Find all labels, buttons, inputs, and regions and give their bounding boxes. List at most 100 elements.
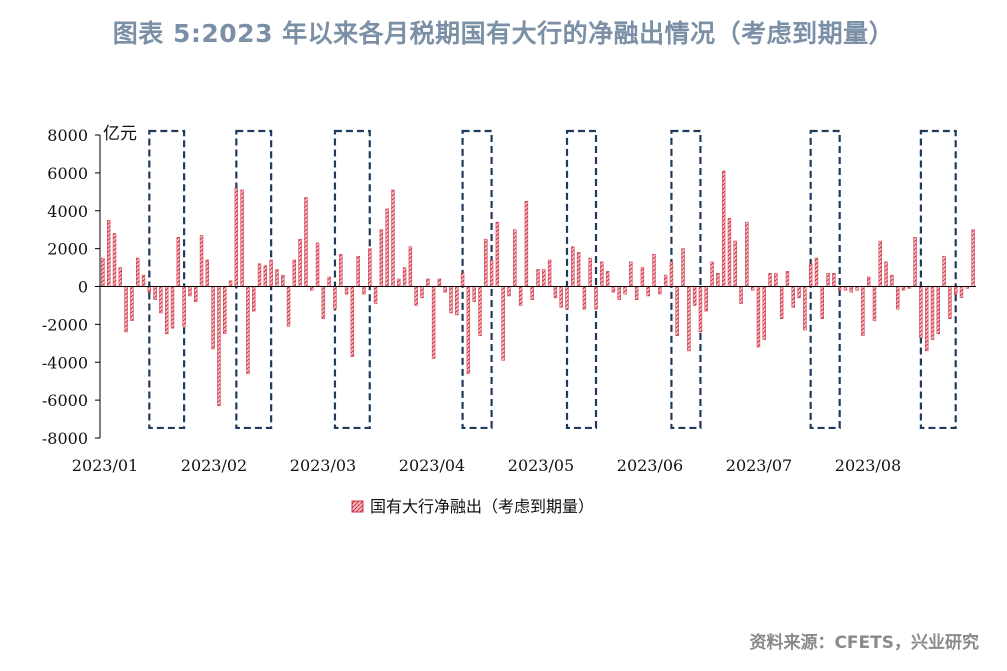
bar [292,259,297,287]
bar [153,286,157,301]
bar [571,246,575,287]
y-tick-label: 4000 [47,202,88,221]
tax-period-box [919,129,957,430]
bar [559,286,563,308]
bar [339,254,343,287]
bar [414,286,418,306]
bar [832,272,836,287]
bar [669,261,674,287]
x-tick-label: 2023/05 [508,456,574,475]
bar [263,265,268,287]
bar [663,274,668,287]
x-tick-label: 2023/06 [617,456,683,475]
bar [588,257,592,287]
bar [130,286,134,321]
bar [866,276,871,287]
bar [460,272,465,287]
bar [884,261,888,287]
bar [246,286,250,374]
y-tick-label: -6000 [42,391,88,410]
bar [223,286,227,335]
tax-period-box [148,129,186,430]
x-tick-label: 2023/08 [835,456,901,475]
bar [315,242,320,287]
bar [217,286,221,407]
bar [895,286,900,310]
tax-period-box [235,129,273,430]
legend-swatch [351,500,364,513]
bar-series [101,170,975,407]
bar [356,255,360,287]
bar [182,286,186,327]
x-tick-label: 2023/01 [72,456,138,475]
bar [797,286,801,299]
bar [530,286,534,301]
y-axis: 8000 6000 4000 2000 0 -2000 -4000 -6000 -8000 [42,126,101,448]
bar [252,286,256,312]
bar [808,263,813,287]
bar [820,286,824,319]
bar [385,208,389,287]
bar [849,286,853,293]
bar [953,286,958,295]
bar [437,278,442,287]
bar [257,263,262,287]
bar [141,274,146,287]
tax-period-box [565,129,598,430]
bar [930,286,935,340]
x-tick-label: 2023/07 [726,456,792,475]
y-tick-label: -4000 [42,353,88,372]
bar [634,286,639,301]
bar [449,286,453,314]
y-tick-label: 6000 [47,164,88,183]
bar [286,286,291,327]
bar [420,286,424,299]
legend: 国有大行净融出（考虑到期量） [351,497,594,516]
y-tick-label: -8000 [42,429,88,448]
bar [605,271,610,287]
bar [199,235,204,287]
bar [936,286,940,335]
bar [368,248,372,287]
bar [269,259,273,287]
bar [321,286,326,319]
bar [298,238,302,287]
y-unit-label: 亿元 [103,124,137,144]
bar [582,286,587,310]
bar [727,218,732,287]
bar [513,229,517,287]
bar [803,286,807,331]
bar [791,286,795,308]
bar [692,286,697,306]
bar [118,267,123,287]
bar [194,286,198,302]
bar [344,286,349,295]
bar [234,187,239,287]
bar [762,286,766,340]
x-tick-label: 2023/03 [290,456,356,475]
bar [837,286,842,291]
tax-period-box [809,129,841,430]
bar [658,286,662,295]
bar [565,286,569,310]
y-tick-label: 8000 [47,126,88,145]
bar [553,286,558,299]
bar [768,272,772,287]
bar [745,221,749,287]
bar [733,240,737,287]
tax-period-boxes [148,129,957,430]
bar [472,286,476,302]
bar [826,272,830,287]
bar [333,286,337,310]
bar [687,286,691,352]
bar [426,278,430,287]
chart-title: 图表 5:2023 年以来各月税期国有大行的净融出情况（考虑到期量） [112,19,895,48]
bar [600,261,604,287]
bar [466,286,471,374]
bar [774,272,778,287]
bar [165,286,169,335]
bar [542,269,546,287]
bar [901,286,906,291]
bar [704,286,708,312]
bar [739,286,743,304]
